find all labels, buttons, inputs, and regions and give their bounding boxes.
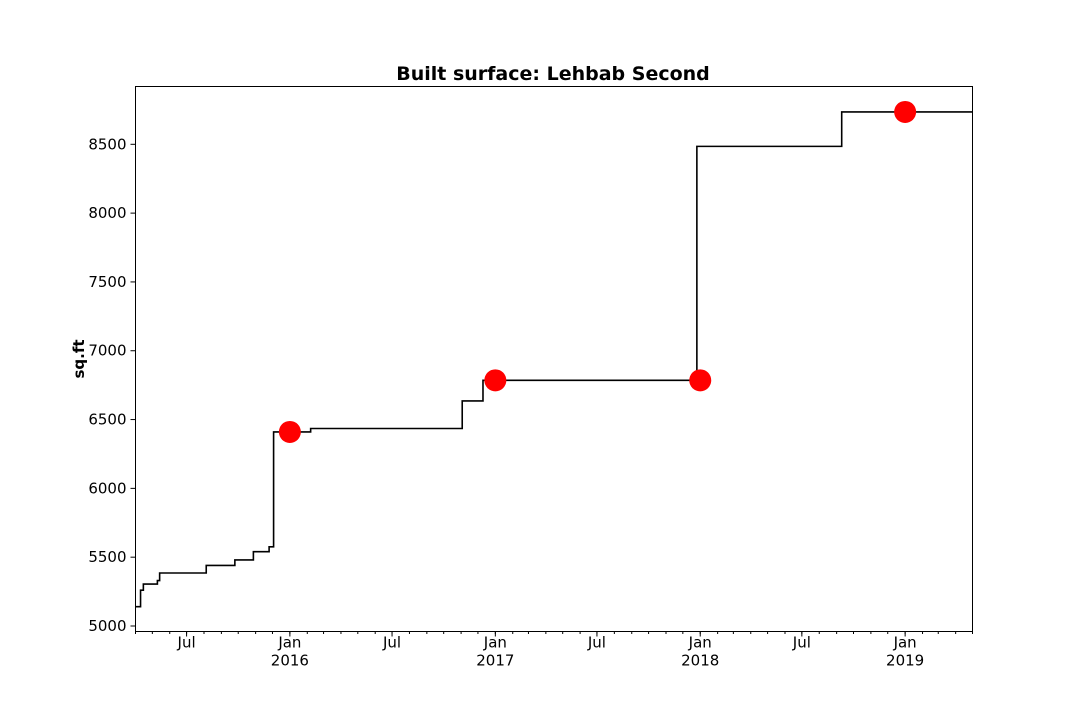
x-tick-label: Jan (277, 634, 301, 652)
step-series-line (135, 111, 973, 608)
data-point-marker (689, 369, 712, 392)
y-axis-label: sq.ft (70, 339, 88, 378)
x-tick-label: Jan (893, 634, 917, 652)
x-tick-label: Jan (688, 634, 712, 652)
y-tick-label: 7500 (88, 273, 126, 291)
chart-title: Built surface: Lehbab Second (396, 63, 710, 85)
y-tick-label: 8000 (88, 204, 126, 222)
data-point-marker (278, 420, 301, 443)
y-tick-label: 6500 (88, 411, 126, 429)
x-tick-year-label: 2019 (886, 652, 924, 670)
y-tick-label: 5000 (88, 617, 126, 635)
x-tick-label: Jul (587, 634, 606, 652)
x-tick-label: Jul (177, 634, 196, 652)
x-tick-year-label: 2017 (476, 652, 514, 670)
x-tick-year-label: 2016 (271, 652, 309, 670)
x-tick-label: Jul (792, 634, 811, 652)
y-tick-label: 5500 (88, 548, 126, 566)
y-tick-label: 6000 (88, 479, 126, 497)
axes-frame (135, 86, 973, 632)
x-tick-label: Jan (483, 634, 507, 652)
plot-area (135, 100, 973, 608)
x-tick-year-label: 2018 (681, 652, 719, 670)
y-tick-label: 8500 (88, 135, 126, 153)
y-tick-label: 7000 (88, 342, 126, 360)
data-point-marker (484, 369, 507, 392)
data-point-marker (894, 100, 917, 123)
x-tick-label: Jul (382, 634, 401, 652)
